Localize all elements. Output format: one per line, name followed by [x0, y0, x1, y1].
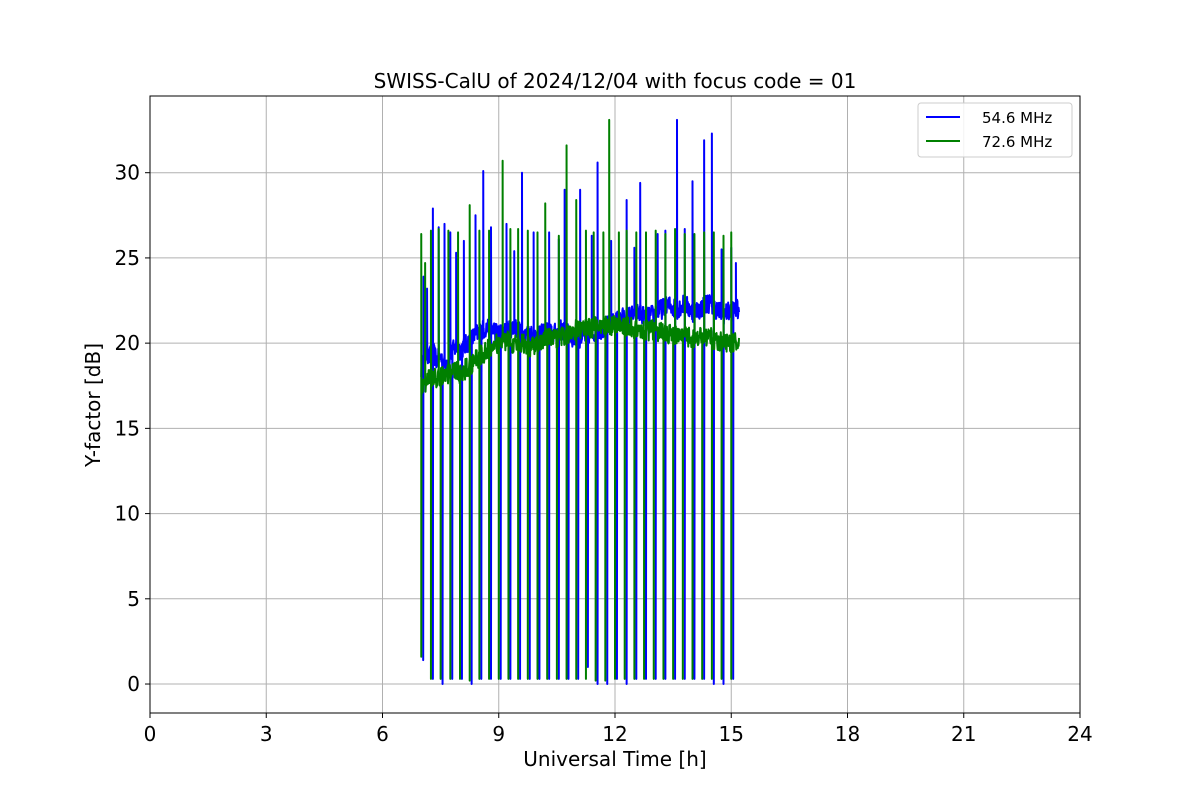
y-axis-label: Y-factor [dB]	[81, 343, 105, 468]
y-tick-label: 20	[115, 331, 140, 355]
y-tick-label: 10	[115, 502, 140, 526]
x-tick-label: 9	[492, 722, 505, 746]
series-line-72-6-mhz	[420, 118, 740, 682]
x-tick-label: 21	[951, 722, 976, 746]
x-tick-label: 24	[1067, 722, 1092, 746]
x-tick-label: 6	[376, 722, 389, 746]
legend-label-72-6-mhz: 72.6 MHz	[982, 133, 1052, 151]
y-tick-label: 5	[127, 587, 140, 611]
x-axis-label: Universal Time [h]	[523, 747, 706, 771]
y-tick-label: 0	[127, 672, 140, 696]
x-tick-label: 3	[260, 722, 273, 746]
x-tick-label: 12	[602, 722, 627, 746]
y-tick-label: 15	[115, 416, 140, 440]
plot-series	[420, 118, 740, 686]
y-tick-label: 30	[115, 161, 140, 185]
x-tick-label: 15	[719, 722, 744, 746]
axis-ticks: 0 3 6 9 12 15 18 21 24 0 5 10 15 20 25 30	[115, 161, 1093, 746]
chart-title: SWISS-CalU of 2024/12/04 with focus code…	[374, 69, 857, 93]
legend-label-54-6-mhz: 54.6 MHz	[982, 109, 1052, 127]
legend: 54.6 MHz 72.6 MHz	[917, 102, 1073, 158]
x-tick-label: 18	[835, 722, 860, 746]
x-tick-label: 0	[144, 722, 157, 746]
y-tick-label: 25	[115, 246, 140, 270]
